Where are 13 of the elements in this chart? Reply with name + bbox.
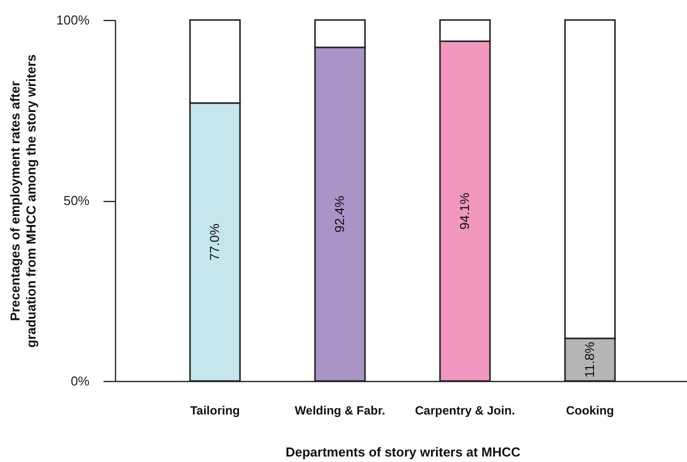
data-label: 92.4% <box>332 195 347 233</box>
y-tick-label: 0% <box>70 374 90 388</box>
x-tick-label: Welding & Fabr. <box>294 404 386 418</box>
data-label: 77.0% <box>207 223 222 260</box>
x-axis-title: Departments of story writers at MHCC <box>286 444 521 460</box>
data-label: 11.8% <box>582 341 597 378</box>
x-tick-label: Carpentry & Join. <box>414 404 516 418</box>
y-tick-label: 100% <box>56 12 90 28</box>
y-axis-title: Precentages of employment rates after graduation from MHCC among the story writers <box>7 54 38 348</box>
x-tick-label: Tailoring <box>190 404 240 418</box>
data-label: 94.1% <box>457 192 472 230</box>
y-tick-label: 50% <box>63 193 90 208</box>
x-tick-label: Cooking <box>566 404 614 418</box>
